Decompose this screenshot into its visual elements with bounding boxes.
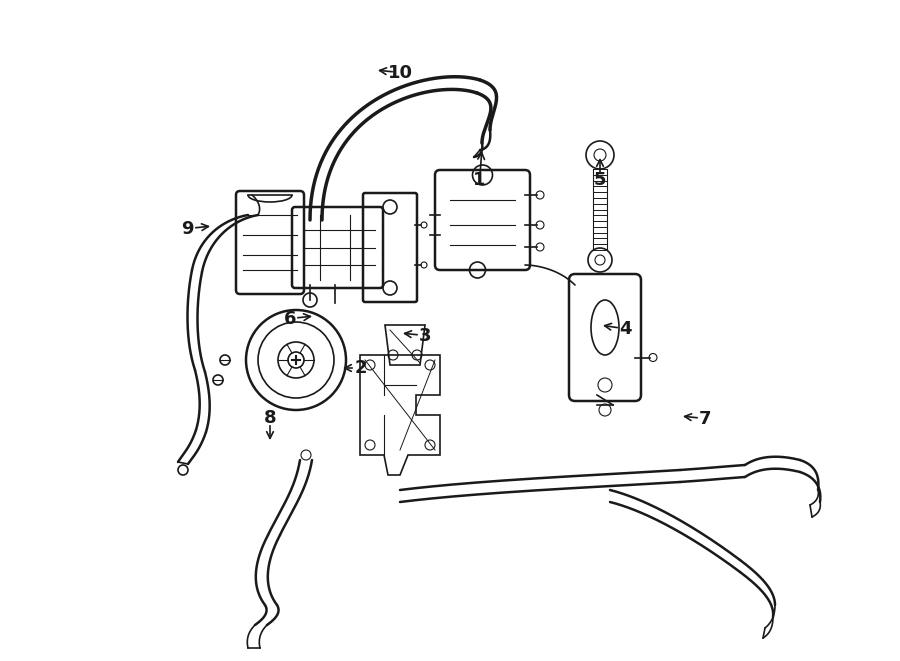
- Text: 8: 8: [264, 408, 276, 426]
- Text: 10: 10: [388, 63, 413, 81]
- Text: 6: 6: [284, 309, 296, 328]
- Text: 4: 4: [619, 320, 632, 338]
- Text: 9: 9: [182, 219, 194, 237]
- Text: 1: 1: [473, 171, 486, 190]
- Text: 5: 5: [594, 171, 607, 190]
- Text: 3: 3: [419, 327, 432, 344]
- Text: 7: 7: [699, 410, 712, 428]
- Text: 2: 2: [354, 359, 366, 377]
